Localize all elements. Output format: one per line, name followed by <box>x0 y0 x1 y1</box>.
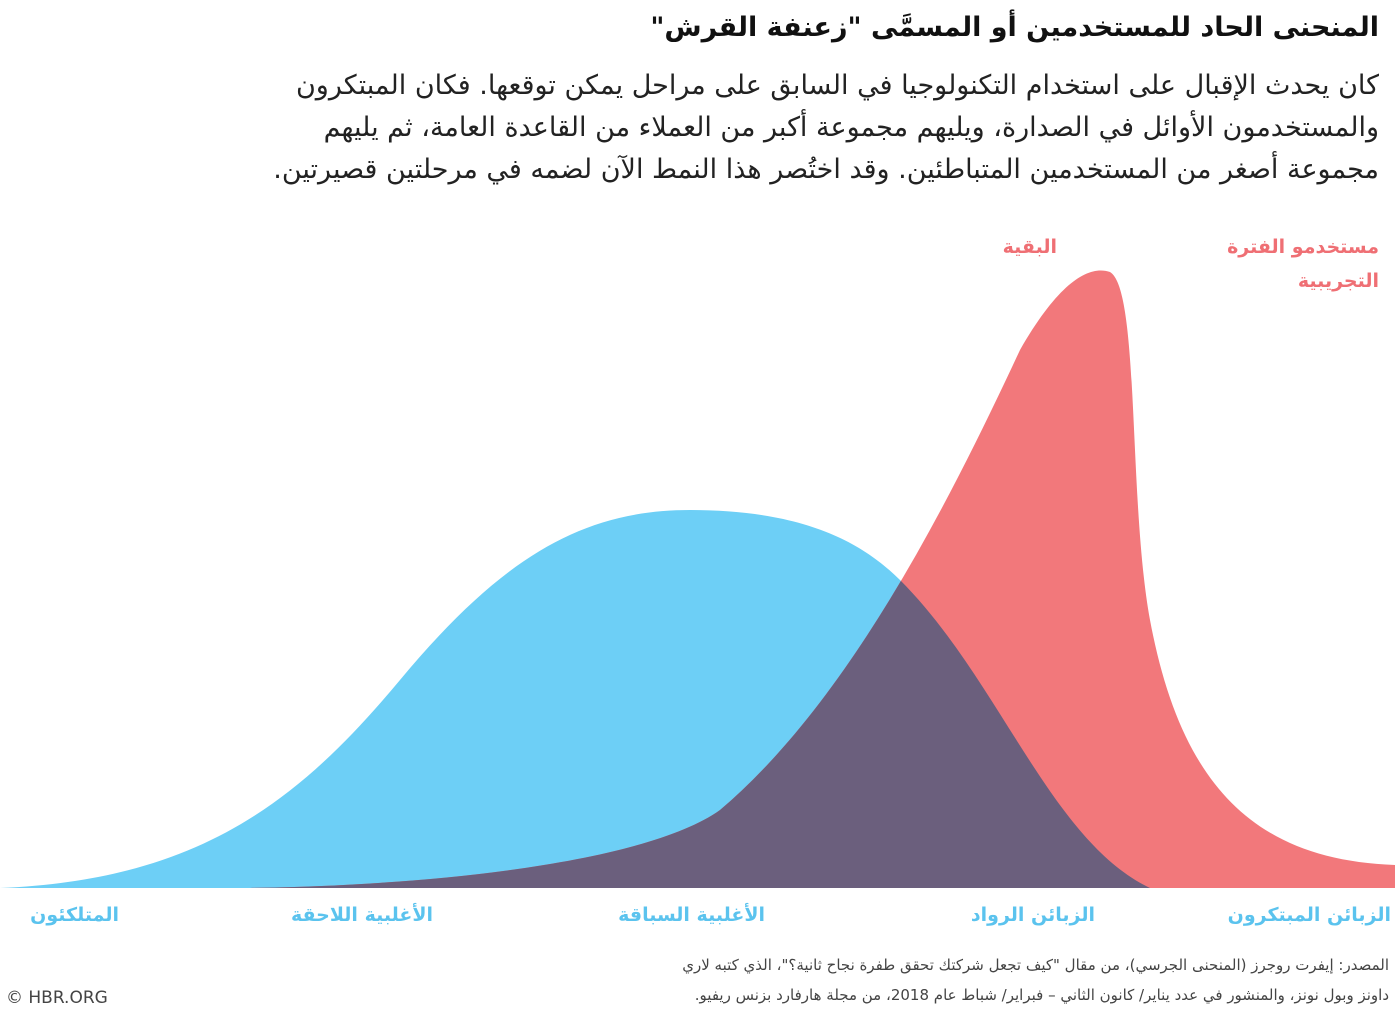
shark-fin-curve <box>250 270 1395 888</box>
segment-label: الزبائن الرواد <box>970 904 1095 926</box>
title: المنحنى الحاد للمستخدمين أو المسمَّى "زع… <box>650 12 1379 43</box>
segment-label: الأغلبية السباقة <box>618 904 765 926</box>
source-line: المصدر: إيفرت روجرز (المنحنى الجرسي)، من… <box>682 956 1389 974</box>
curve-label: البقية <box>1002 236 1057 258</box>
segment-label: الأغلبية اللاحقة <box>290 904 433 926</box>
copyright: © HBR.ORG <box>6 988 108 1008</box>
segment-label: الزبائن المبتكرون <box>1227 904 1391 926</box>
intro-line: كان يحدث الإقبال على استخدام التكنولوجيا… <box>295 70 1379 101</box>
curve-label: التجريبية <box>1297 270 1379 292</box>
source-line: داونز وبول نونز، والمنشور في عدد يناير/ … <box>694 986 1389 1004</box>
curve-label: مستخدمو الفترة <box>1227 236 1379 258</box>
intro-line: والمستخدمون الأوائل في الصدارة، ويليهم م… <box>323 112 1379 143</box>
segment-label: المتلكئون <box>30 904 119 926</box>
intro-line: مجموعة أصغر من المستخدمين المتباطئين. وق… <box>273 154 1379 185</box>
